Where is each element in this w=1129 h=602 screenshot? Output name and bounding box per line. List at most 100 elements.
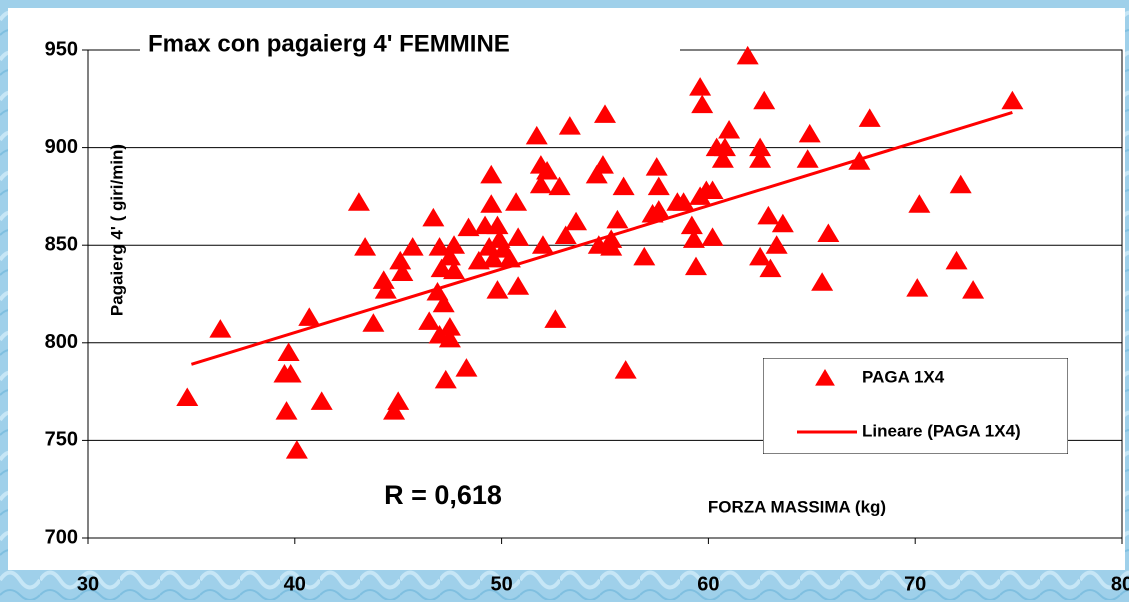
- marker: [945, 250, 968, 270]
- marker: [374, 280, 397, 299]
- marker: [298, 307, 321, 326]
- marker: [585, 164, 608, 184]
- marker: [548, 176, 571, 196]
- marker: [759, 258, 782, 278]
- marker: [600, 229, 623, 248]
- marker: [633, 246, 656, 266]
- marker: [811, 272, 834, 291]
- marker: [422, 207, 445, 227]
- y-tick-label: 950: [45, 38, 78, 60]
- marker: [347, 192, 370, 211]
- marker: [507, 276, 530, 295]
- marker: [711, 149, 734, 168]
- marker: [796, 149, 819, 168]
- marker: [908, 194, 931, 213]
- marker: [544, 309, 567, 328]
- marker: [310, 391, 333, 410]
- legend: PAGA 1X4 Lineare (PAGA 1X4): [763, 358, 1068, 454]
- legend-swatch: [815, 369, 835, 386]
- marker: [362, 313, 385, 332]
- marker: [536, 161, 559, 180]
- x-tick-label: 70: [904, 573, 926, 595]
- marker: [480, 164, 503, 184]
- marker: [765, 235, 788, 254]
- marker: [209, 319, 232, 338]
- marker: [1001, 90, 1024, 110]
- marker: [285, 440, 308, 459]
- marker: [482, 248, 505, 268]
- marker: [525, 125, 548, 145]
- marker: [480, 194, 503, 213]
- marker: [594, 104, 616, 123]
- x-tick-label: 60: [697, 573, 719, 595]
- x-axis-title: FORZA MASSIMA (kg): [708, 497, 886, 516]
- y-tick-label: 700: [45, 526, 78, 548]
- y-tick-label: 800: [45, 331, 78, 353]
- legend-label: Lineare (PAGA 1X4): [862, 421, 1021, 440]
- marker: [498, 248, 521, 268]
- marker: [647, 200, 670, 219]
- marker: [507, 227, 530, 246]
- marker: [434, 369, 457, 389]
- marker: [478, 237, 501, 256]
- chart-title: Fmax con pagaierg 4' FEMMINE: [148, 30, 510, 57]
- marker: [391, 262, 414, 282]
- marker: [614, 360, 637, 379]
- marker: [558, 116, 581, 135]
- marker: [749, 137, 772, 157]
- marker: [554, 225, 577, 244]
- marker: [432, 293, 455, 313]
- trend-line: [190, 111, 1013, 366]
- marker: [389, 250, 412, 270]
- marker: [757, 205, 780, 225]
- marker: [529, 174, 552, 194]
- y-tick-label: 900: [45, 136, 78, 158]
- legend-box: [763, 358, 1068, 454]
- marker: [354, 237, 377, 256]
- marker: [962, 280, 985, 299]
- marker: [736, 45, 759, 65]
- annotation: R = 0,618: [384, 480, 502, 510]
- marker: [565, 211, 588, 231]
- marker: [606, 209, 629, 229]
- marker: [387, 391, 410, 410]
- marker: [689, 77, 712, 96]
- marker: [372, 270, 395, 289]
- legend-label: PAGA 1X4: [862, 367, 945, 386]
- marker: [949, 174, 972, 194]
- marker: [438, 246, 461, 266]
- marker: [713, 137, 736, 157]
- marker: [486, 280, 509, 299]
- marker: [275, 401, 298, 420]
- marker: [418, 311, 441, 330]
- marker: [691, 94, 714, 114]
- x-tick-label: 50: [490, 573, 512, 595]
- x-tick-label: 80: [1111, 573, 1129, 595]
- marker: [486, 215, 509, 235]
- x-tick-label: 40: [284, 573, 306, 595]
- marker: [438, 328, 461, 348]
- marker: [645, 157, 668, 176]
- marker: [817, 223, 840, 242]
- marker: [771, 213, 794, 233]
- marker: [684, 256, 707, 276]
- y-tick-label: 750: [45, 429, 78, 451]
- marker: [749, 246, 772, 266]
- marker: [701, 180, 724, 200]
- marker: [455, 358, 478, 377]
- marker: [443, 260, 466, 280]
- title-bg: [140, 26, 680, 64]
- marker: [647, 176, 670, 196]
- x-tick-label: 30: [77, 573, 99, 595]
- marker: [279, 364, 302, 383]
- marker: [277, 342, 300, 362]
- marker: [176, 387, 199, 406]
- marker: [906, 278, 929, 297]
- marker: [612, 176, 635, 196]
- marker: [383, 401, 406, 420]
- marker: [753, 90, 776, 110]
- marker: [680, 215, 703, 235]
- marker: [531, 235, 554, 254]
- marker: [505, 192, 528, 211]
